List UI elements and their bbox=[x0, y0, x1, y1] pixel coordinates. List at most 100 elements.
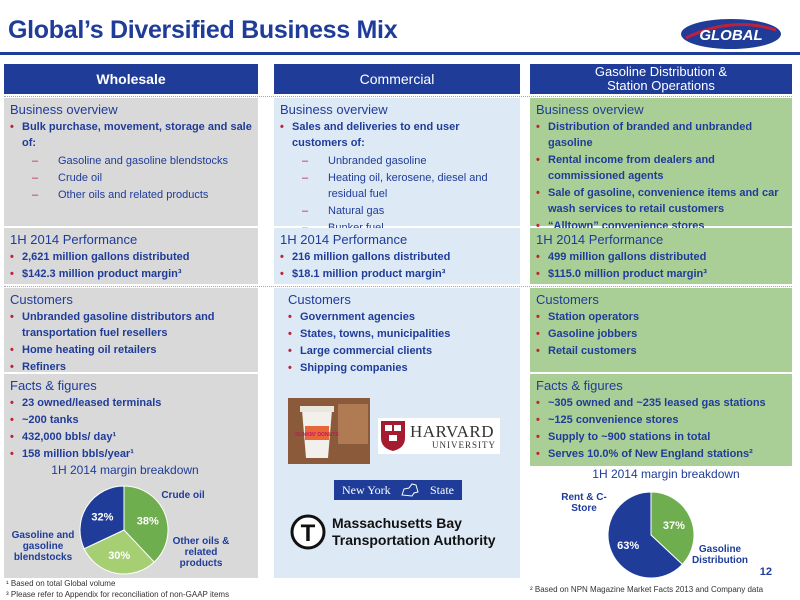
list-item: Heating oil, kerosene, diesel and residu… bbox=[302, 170, 514, 202]
list-item: Sales and deliveries to end user custome… bbox=[280, 119, 514, 236]
header-gasoline: Gasoline Distribution & Station Operatio… bbox=[530, 64, 792, 94]
commercial-overview-title: Business overview bbox=[280, 102, 388, 117]
header-wholesale-label: Wholesale bbox=[96, 71, 166, 87]
header-wholesale: Wholesale bbox=[4, 64, 258, 94]
header-commercial: Commercial bbox=[274, 64, 520, 94]
mbta-letter: T bbox=[301, 520, 316, 547]
wholesale-pie-title: 1H 2014 margin breakdown bbox=[51, 463, 199, 477]
pie-slice bbox=[650, 491, 695, 566]
list-item-text: Sales and deliveries to end user custome… bbox=[292, 121, 460, 149]
gasoline-facts-title: Facts & figures bbox=[536, 378, 623, 393]
gasoline-overview-title: Business overview bbox=[536, 102, 644, 117]
list-item: 499 million gallons distributed bbox=[536, 249, 786, 265]
list-item: Large commercial clients bbox=[288, 343, 514, 359]
logo-text: GLOBAL bbox=[699, 27, 762, 44]
wholesale-customers: Customers Unbranded gasoline distributor… bbox=[4, 288, 258, 375]
dunkin-coffee-image: DUNKIN' DONUTS bbox=[288, 398, 370, 464]
list-item: Serves 10.0% of New England stations² bbox=[536, 446, 786, 462]
commercial-customers-title: Customers bbox=[288, 292, 351, 307]
list-item: Government agencies bbox=[288, 309, 514, 325]
wholesale-facts: Facts & figures 23 owned/leased terminal… bbox=[4, 374, 258, 578]
header-gasoline-line2: Station Operations bbox=[607, 78, 715, 93]
list-item: 432,000 bbls/ day¹ bbox=[10, 429, 252, 445]
pie-label-distribution: Gasoline Distribution bbox=[691, 544, 749, 566]
footnote-1: ¹ Based on total Global volume bbox=[6, 579, 116, 588]
gasoline-overview: Business overview Distribution of brande… bbox=[530, 98, 792, 234]
nys-left-text: New York bbox=[342, 482, 391, 497]
list-item: Distribution of branded and unbranded ga… bbox=[536, 119, 786, 151]
wholesale-margin-pie: 38% 30% 32% bbox=[79, 485, 169, 575]
list-item: $142.3 million product margin³ bbox=[10, 266, 252, 282]
list-item: Crude oil bbox=[32, 170, 252, 186]
list-item: Home heating oil retailers bbox=[10, 342, 252, 358]
pie-value-label: 30% bbox=[108, 550, 130, 562]
wholesale-facts-title: Facts & figures bbox=[10, 378, 97, 393]
list-item: $115.0 million product margin³ bbox=[536, 266, 786, 282]
pie-value-label: 38% bbox=[137, 516, 159, 528]
wholesale-perf-title: 1H 2014 Performance bbox=[10, 232, 138, 247]
footnote-3: ³ Please refer to Appendix for reconcili… bbox=[6, 590, 230, 599]
list-item: Refiners bbox=[10, 359, 252, 375]
list-item: Station operators bbox=[536, 309, 786, 325]
footnote-2: ² Based on NPN Magazine Market Facts 201… bbox=[530, 585, 764, 594]
page-title: Global’s Diversified Business Mix bbox=[8, 16, 398, 44]
mbta-line2: Transportation Authority bbox=[332, 532, 496, 548]
list-item: Unbranded gasoline distributors and tran… bbox=[10, 309, 252, 341]
list-item: Unbranded gasoline bbox=[302, 153, 514, 169]
wholesale-overview: Business overview Bulk purchase, movemen… bbox=[4, 98, 258, 226]
nys-state-outline-icon bbox=[401, 483, 419, 497]
dunkin-text: DUNKIN' DONUTS bbox=[295, 432, 339, 438]
gasoline-performance: 1H 2014 Performance 499 million gallons … bbox=[530, 228, 792, 284]
wholesale-performance: 1H 2014 Performance 2,621 million gallon… bbox=[4, 228, 258, 284]
pie-label-rent: Rent & C-Store bbox=[561, 492, 607, 514]
pie-value-label: 32% bbox=[91, 511, 113, 523]
gasoline-facts: Facts & figures ~305 owned and ~235 leas… bbox=[530, 374, 792, 466]
gasoline-customers: Customers Station operators Gasoline job… bbox=[530, 288, 792, 372]
pie-slice bbox=[79, 485, 125, 550]
list-item: 23 owned/leased terminals bbox=[10, 395, 252, 411]
header-gasoline-line1: Gasoline Distribution & bbox=[594, 64, 728, 79]
list-item: 216 million gallons distributed bbox=[280, 249, 514, 265]
gasoline-margin-pie: 37% 63% bbox=[607, 491, 695, 579]
separator bbox=[4, 96, 792, 97]
wholesale-overview-title: Business overview bbox=[10, 102, 118, 117]
list-item: Sale of gasoline, convenience items and … bbox=[536, 185, 786, 217]
list-item: Natural gas bbox=[302, 203, 514, 219]
page-number: 12 bbox=[759, 566, 772, 578]
list-item: Retail customers bbox=[536, 343, 786, 359]
pie-value-label: 37% bbox=[663, 520, 685, 532]
new-york-state-logo: New York State bbox=[334, 480, 462, 500]
list-item: Rental income from dealers and commissio… bbox=[536, 152, 786, 184]
list-item: ~200 tanks bbox=[10, 412, 252, 428]
gasoline-customers-title: Customers bbox=[536, 292, 599, 307]
global-logo: GLOBAL bbox=[681, 19, 781, 49]
list-item: Shipping companies bbox=[288, 360, 514, 376]
list-item: Bulk purchase, movement, storage and sal… bbox=[10, 119, 252, 203]
title-divider bbox=[0, 52, 800, 55]
mbta-line1: Massachusetts Bay bbox=[332, 515, 462, 531]
mbta-logo: T Massachusetts Bay Transportation Autho… bbox=[290, 512, 510, 552]
pie-label-gasoline: Gasoline and gasoline blendstocks bbox=[11, 530, 75, 563]
list-item: ~125 convenience stores bbox=[536, 412, 786, 428]
list-item: $18.1 million product margin³ bbox=[280, 266, 514, 282]
gasoline-perf-title: 1H 2014 Performance bbox=[536, 232, 664, 247]
pie-label-other: Other oils & related products bbox=[172, 536, 230, 569]
harvard-subtitle: UNIVERSITY bbox=[432, 440, 496, 450]
list-item: 2,621 million gallons distributed bbox=[10, 249, 252, 265]
harvard-shield-icon bbox=[381, 421, 405, 451]
harvard-logo: HARVARD UNIVERSITY bbox=[378, 418, 500, 454]
list-item: States, towns, municipalities bbox=[288, 326, 514, 342]
pie-slice bbox=[607, 491, 684, 579]
harvard-name: HARVARD bbox=[410, 422, 495, 441]
pie-label-crude: Crude oil bbox=[161, 490, 205, 501]
list-item: Supply to ~900 stations in total bbox=[536, 429, 786, 445]
list-item: ~305 owned and ~235 leased gas stations bbox=[536, 395, 786, 411]
list-item: 158 million bbls/year¹ bbox=[10, 446, 252, 462]
wholesale-customers-title: Customers bbox=[10, 292, 73, 307]
nys-right-text: State bbox=[430, 482, 454, 497]
mbta-t-icon: T bbox=[290, 514, 326, 550]
pie-slice bbox=[123, 485, 169, 563]
list-item: Gasoline jobbers bbox=[536, 326, 786, 342]
header-commercial-label: Commercial bbox=[359, 71, 435, 87]
gasoline-pie-title: 1H 2014 margin breakdown bbox=[592, 467, 740, 481]
